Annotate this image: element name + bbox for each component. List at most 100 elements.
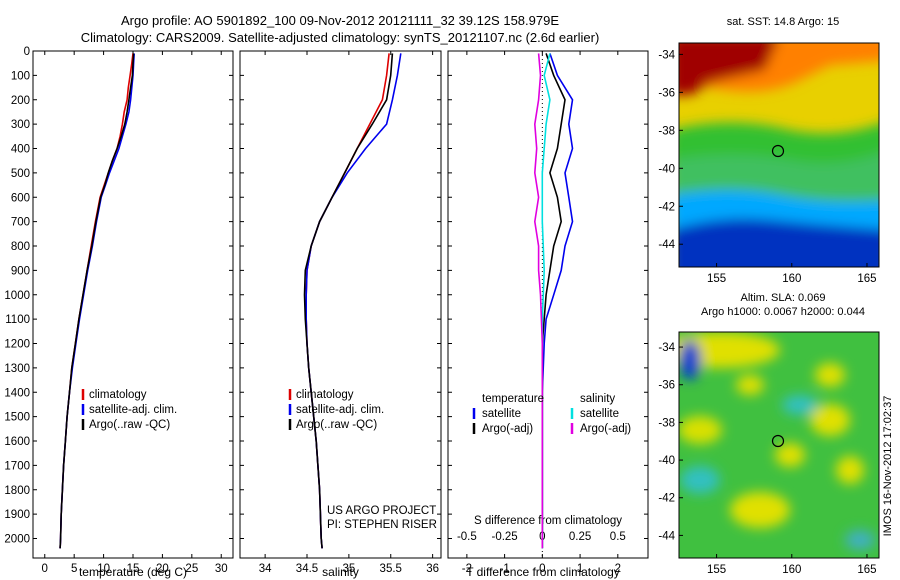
map-y-tick-label: -36: [658, 380, 675, 392]
y-tick-label: 500: [11, 168, 30, 180]
y-tick-label: 400: [11, 144, 30, 156]
y-tick-label: 1000: [4, 290, 30, 302]
x-axis-label: T difference from climatology: [466, 565, 620, 579]
x-tick-label: 0: [42, 563, 48, 575]
x-tick-label: 20: [156, 563, 169, 575]
y-tick-label: 100: [11, 70, 30, 82]
map-y-tick-label: -36: [658, 87, 675, 99]
profile-panels: 0100200300400500600700800900100011001200…: [4, 46, 649, 579]
map-axes-2: -34 -36 -38 -40 -42 -44 155 160 165: [658, 342, 876, 576]
sla-map-title-2: Argo h1000: 0.0067 h2000: 0.044: [701, 306, 865, 318]
legend-label: satellite: [580, 408, 619, 420]
argo-position-marker-sla: [771, 434, 785, 448]
sst-map-title: sat. SST: 14.8 Argo: 15: [726, 16, 840, 28]
top-x-axis-label: S difference from climatology: [474, 515, 622, 527]
y-tick-label: 1900: [4, 509, 30, 521]
argo-position-marker-sst: [771, 144, 785, 158]
y-tick-label: 1200: [4, 339, 30, 351]
map-x-tick-label: 155: [707, 273, 726, 285]
top-x-tick-label: -0.25: [491, 531, 517, 543]
figure-title-line1: Argo profile: AO 5901892_100 09-Nov-2012…: [120, 13, 559, 28]
y-tick-label: 2000: [4, 534, 30, 546]
x-tick-label: 0: [539, 563, 545, 575]
legend-label: salinity: [580, 393, 615, 405]
map-y-tick-label: -38: [658, 125, 675, 137]
map-y-tick-label: -38: [658, 417, 675, 429]
legend-label: satellite-adj. clim.: [89, 404, 177, 416]
map-x-tick-label: 160: [782, 273, 801, 285]
map-y-tick-label: -34: [658, 49, 675, 61]
legend-label: Argo(-adj): [482, 423, 533, 435]
top-x-tick-label: 0.5: [610, 531, 626, 543]
y-tick-label: 800: [11, 241, 30, 253]
y-tick-label: 1300: [4, 363, 30, 375]
series-line-blue: [541, 53, 574, 549]
sla-map-title-1: Altim. SLA: 0.069: [740, 292, 826, 304]
x-axis-label: temperature (deg C): [79, 565, 187, 579]
y-tick-label: 1700: [4, 460, 30, 472]
series-line-magenta: [533, 53, 544, 549]
map-y-tick-label: -34: [658, 342, 675, 354]
series-line-blue: [305, 53, 402, 549]
sla-map: [678, 331, 880, 559]
y-tick-label: 1400: [4, 387, 30, 399]
legend-label: satellite: [482, 408, 521, 420]
map-y-tick-label: -40: [658, 163, 675, 175]
x-tick-label: 5: [71, 563, 77, 575]
x-tick-label: 2: [615, 563, 621, 575]
x-tick-label: 34: [259, 563, 272, 575]
series-line-black: [303, 53, 394, 549]
project-credit: PI: STEPHEN RISER: [327, 519, 437, 531]
map-axes-1: -34 -36 -38 -40 -42 -44 155 160 165: [658, 49, 876, 285]
y-tick-label: 0: [24, 46, 30, 58]
y-tick-label: 1500: [4, 412, 30, 424]
series-line-black: [59, 53, 135, 549]
map-x-tick-label: 165: [857, 273, 876, 285]
profile-panel-1: 0100200300400500600700800900100011001200…: [4, 46, 234, 579]
legend-label: Argo(..raw -QC): [89, 419, 170, 431]
map-x-tick-label: 155: [707, 564, 726, 576]
x-tick-label: 25: [185, 563, 198, 575]
y-tick-label: 1800: [4, 485, 30, 497]
map-y-tick-label: -44: [658, 530, 675, 542]
x-tick-label: -2: [462, 563, 472, 575]
series-line-black: [541, 53, 566, 549]
top-x-tick-label: 0.25: [569, 531, 591, 543]
y-tick-label: 1600: [4, 436, 30, 448]
y-tick-label: 300: [11, 119, 30, 131]
figure-title-line2: Climatology: CARS2009. Satellite-adjuste…: [80, 30, 600, 45]
x-tick-label: 1: [577, 563, 583, 575]
y-tick-label: 1100: [5, 314, 30, 326]
x-tick-label: 10: [97, 563, 110, 575]
legend-label: Argo(..raw -QC): [296, 419, 377, 431]
series-line-cyan: [541, 53, 551, 549]
y-tick-label: 700: [11, 217, 30, 229]
y-tick-label: 600: [11, 192, 30, 204]
x-tick-label: 35: [342, 563, 355, 575]
legend-label: climatology: [89, 389, 147, 401]
x-tick-label: 15: [127, 563, 140, 575]
map-x-tick-label: 160: [782, 564, 801, 576]
legend-label: satellite-adj. clim.: [296, 404, 384, 416]
panel-frame: [447, 50, 649, 559]
series-line-red: [59, 53, 134, 549]
y-tick-label: 900: [11, 265, 30, 277]
profile-panel-3: -2 -1 0 1 2T difference from climatology S di…: [447, 50, 649, 579]
profile-panel-2: 34 34.5 35 35.5 36 salinity climatology satelli…: [239, 50, 442, 579]
x-tick-label: 34.5: [296, 563, 318, 575]
map-x-tick-label: 165: [857, 564, 876, 576]
map-y-tick-label: -40: [658, 455, 675, 467]
project-credit: US ARGO PROJECT: [327, 505, 436, 517]
map-y-tick-label: -42: [658, 493, 675, 505]
x-tick-label: 30: [215, 563, 228, 575]
legend-label: temperature: [482, 393, 544, 405]
legend-label: climatology: [296, 389, 354, 401]
top-x-tick-label: -0.5: [457, 531, 477, 543]
sst-map: [678, 42, 880, 268]
x-axis-label: salinity: [322, 565, 359, 579]
map-y-tick-label: -44: [658, 239, 675, 251]
panel-frame: [239, 50, 442, 559]
